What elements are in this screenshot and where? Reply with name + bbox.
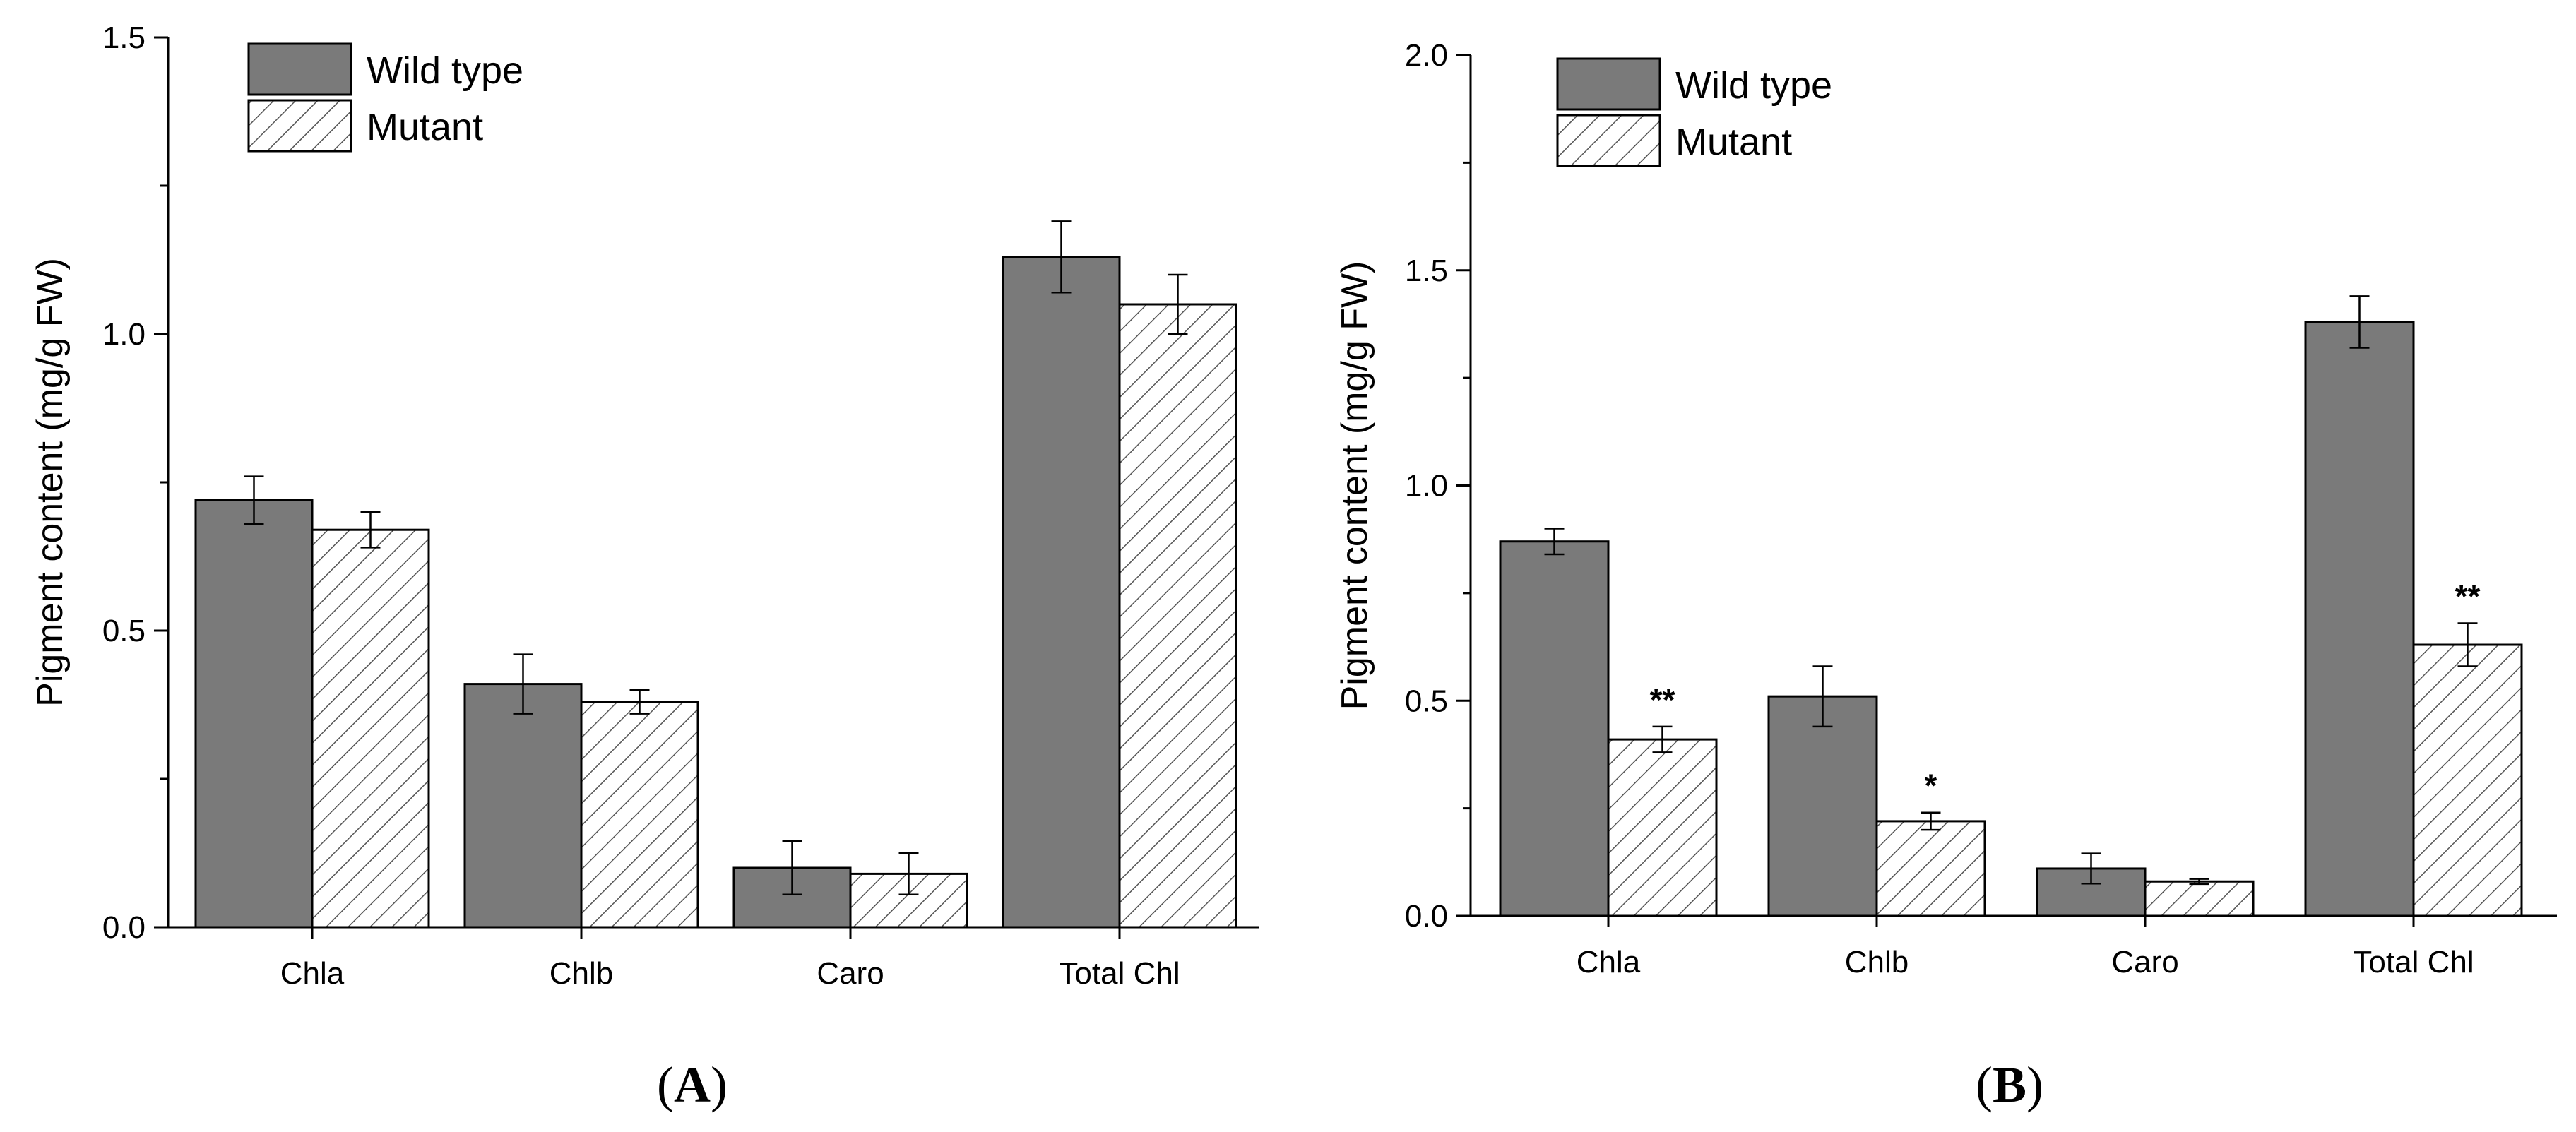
bar-mutant-chlb [1875,820,1986,917]
y-axis-label: Pigment content (mg/g FW) [30,258,71,707]
bar-wild-type-chlb [463,683,583,929]
legend-label-wild-type: Wild type [1675,64,1832,107]
error-bar-mutant-total-chl [1168,273,1188,335]
error-bar-mutant-chlb [629,689,650,715]
significance-mark-total-chl: ** [2455,578,2481,615]
significance-mark-chla: ** [1650,681,1675,718]
bar-mutant-caro [2144,880,2255,917]
bar-mutant-chla [1607,738,1718,917]
error-bar-mutant-chla [1652,725,1673,753]
legend-swatch-mutant [247,99,352,153]
y-tick-label-4: 2.0 [1405,38,1448,73]
x-tick-label-total-chl: Total Chl [1059,956,1180,991]
legend: Wild type Mutant [1556,57,1832,167]
legend-swatch-mutant [1556,114,1661,167]
x-tick-label-caro: Caro [2111,945,2178,979]
error-bar-mutant-chlb [1921,811,1941,831]
x-tick-label-total-chl: Total Chl [2353,945,2474,979]
error-bar-mutant-caro [2189,878,2209,886]
y-tick-label-1: 0.5 [102,614,146,648]
panel-label: (B) [1976,1056,2043,1113]
y-tick-label-3: 1.5 [1405,254,1448,288]
y-tick-label-2: 1.0 [102,317,146,352]
chart-panel-b: ** Chla * Chlb Caro ** Total Chl 0.0 0.5 1.0 1.5 2.… [1334,38,2557,1113]
error-bar-mutant-chla [360,511,381,549]
y-tick-label-2: 1.0 [1405,469,1448,504]
bar-mutant-caro [849,872,968,929]
error-bar-wild-type-chla [244,475,264,525]
error-bar-wild-type-chla [1544,528,1565,556]
x-tick-label-chla: Chla [1577,945,1641,979]
panel-label-letter: B [1993,1056,2026,1113]
bar-wild-type-chla [194,499,314,929]
bar-wild-type-total-chl [1002,256,1121,929]
error-bar-wild-type-total-chl [2349,295,2370,349]
significance-mark-chlb: * [1925,768,1937,804]
y-tick-label-0: 0.0 [1405,899,1448,934]
panel-label-open: ( [1976,1056,1993,1113]
bar-mutant-chlb [580,701,699,929]
bar-wild-type-total-chl [2304,321,2415,917]
x-tick-label-chla: Chla [280,956,345,991]
y-axis-label: Pigment content (mg/g FW) [1334,261,1375,710]
error-bar-wild-type-caro [2081,852,2101,885]
x-tick-label-chlb: Chlb [1845,945,1909,979]
error-bar-wild-type-chlb [513,653,533,715]
error-bar-mutant-total-chl [2457,622,2478,667]
error-bar-wild-type-total-chl [1051,220,1072,294]
legend: Wild type Mutant [247,42,523,153]
x-tick-label-chlb: Chlb [550,956,614,991]
y-tick-label-0: 0.0 [102,910,146,945]
error-bar-mutant-caro [898,852,919,896]
legend-label-mutant: Mutant [1675,121,1792,163]
bar-wild-type-chla [1499,540,1610,917]
x-tick-label-caro: Caro [817,956,884,991]
bar-mutant-total-chl [1118,303,1237,929]
chart-panel-a: Chla Chlb Caro Total Chl 0.0 0.5 1.0 1.5 Pigment… [30,20,1259,1113]
legend-label-wild-type: Wild type [367,49,523,92]
y-tick-label-1: 0.5 [1405,684,1448,718]
bar-mutant-total-chl [2412,643,2523,917]
error-bar-wild-type-caro [782,840,802,896]
error-bar-wild-type-chlb [1812,665,1833,728]
panel-label-close: ) [2026,1056,2043,1113]
bar-wild-type-chlb [1767,695,1878,917]
panel-label-letter: A [674,1056,711,1113]
legend-label-mutant: Mutant [367,106,483,148]
legend-swatch-wild-type [247,42,352,96]
panel-label-close: ) [711,1056,728,1113]
panel-label: (A) [657,1056,728,1113]
y-tick-label-3: 1.5 [102,20,146,55]
panel-label-open: ( [657,1056,674,1113]
bar-mutant-chla [311,528,430,929]
legend-swatch-wild-type [1556,57,1661,111]
